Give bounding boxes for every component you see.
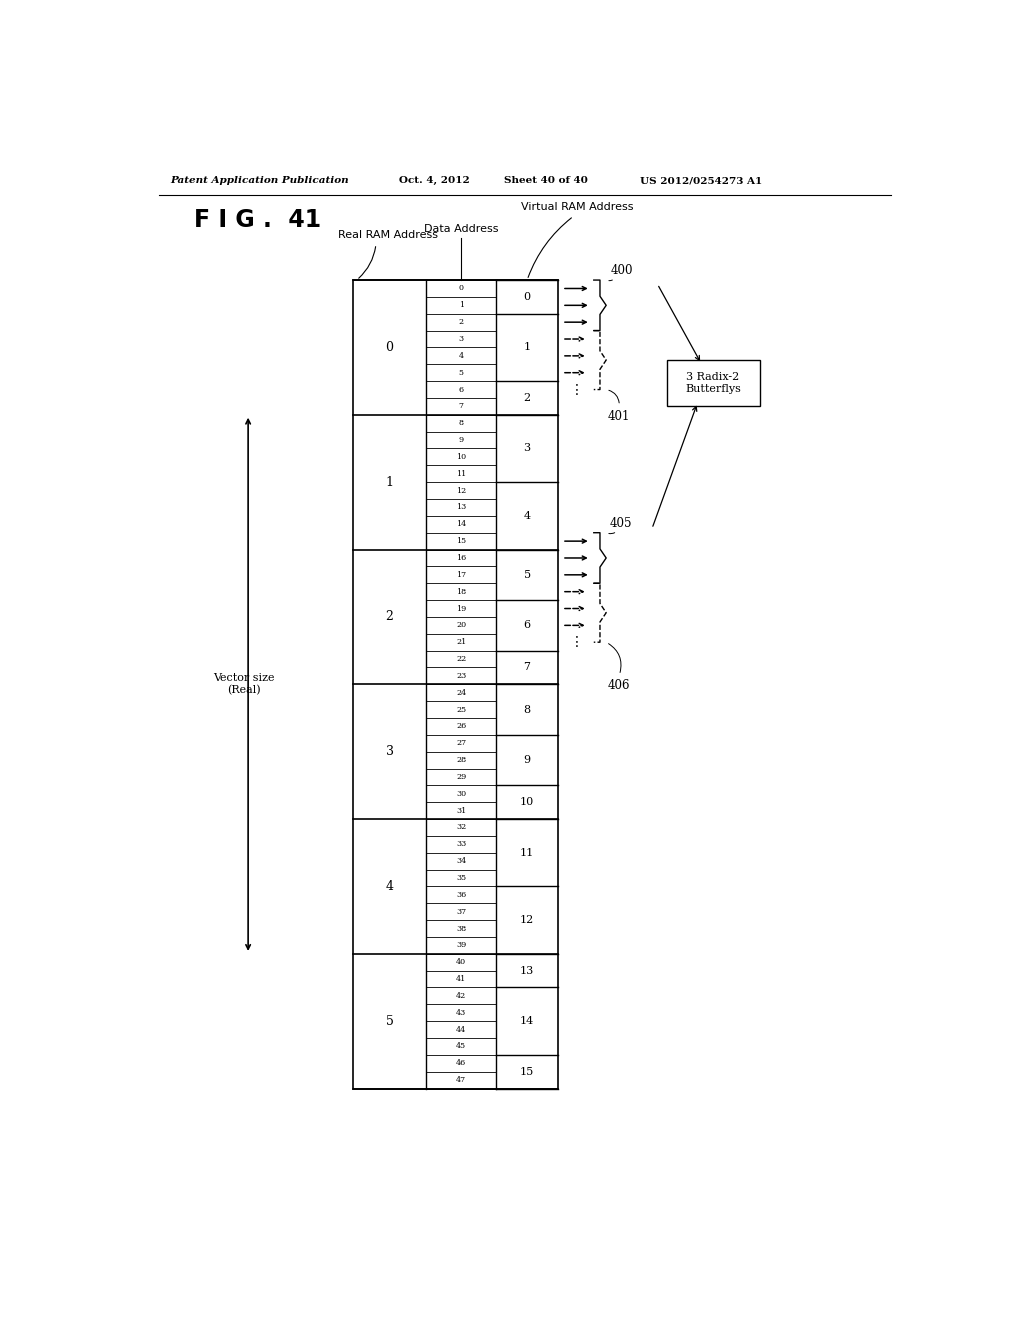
Text: 15: 15 [456, 537, 466, 545]
Text: 39: 39 [456, 941, 466, 949]
Text: Patent Application Publication: Patent Application Publication [171, 176, 349, 185]
Text: 23: 23 [456, 672, 466, 680]
Text: ⋮: ⋮ [569, 383, 584, 396]
Text: 31: 31 [456, 807, 466, 814]
Text: 4: 4 [459, 352, 464, 360]
Text: 10: 10 [456, 453, 466, 461]
Text: 8: 8 [523, 705, 530, 714]
Text: 4: 4 [523, 511, 530, 521]
Text: 47: 47 [456, 1076, 466, 1084]
Text: 5: 5 [459, 368, 464, 376]
Text: 7: 7 [459, 403, 464, 411]
Text: 28: 28 [456, 756, 466, 764]
FancyBboxPatch shape [667, 360, 760, 407]
Text: 12: 12 [520, 915, 535, 925]
Text: 5: 5 [523, 570, 530, 579]
Text: 3 Radix-2
Butterflys: 3 Radix-2 Butterflys [685, 372, 741, 395]
Text: Virtual RAM Address: Virtual RAM Address [521, 202, 634, 213]
Text: 20: 20 [456, 622, 466, 630]
Text: 1: 1 [523, 342, 530, 352]
Text: 0: 0 [459, 285, 464, 293]
Text: 2: 2 [459, 318, 464, 326]
Text: 0: 0 [523, 292, 530, 302]
Text: 3: 3 [523, 444, 530, 454]
Text: 2: 2 [523, 393, 530, 403]
Text: 5: 5 [386, 1015, 393, 1028]
Text: 33: 33 [456, 841, 466, 849]
Text: 42: 42 [456, 991, 466, 1001]
Text: Oct. 4, 2012: Oct. 4, 2012 [399, 176, 470, 185]
Text: 14: 14 [520, 1016, 535, 1026]
Text: 26: 26 [456, 722, 466, 730]
Text: 12: 12 [456, 487, 466, 495]
Text: 4: 4 [386, 880, 393, 892]
Text: 40: 40 [456, 958, 466, 966]
Text: 22: 22 [456, 655, 466, 663]
Text: 400: 400 [611, 264, 633, 277]
Text: 21: 21 [456, 638, 466, 647]
Text: Data Address: Data Address [424, 224, 499, 234]
Text: 36: 36 [456, 891, 466, 899]
Text: 35: 35 [456, 874, 466, 882]
Text: 29: 29 [456, 774, 466, 781]
Text: 44: 44 [456, 1026, 466, 1034]
Text: 406: 406 [607, 678, 630, 692]
Text: 14: 14 [456, 520, 466, 528]
Text: 9: 9 [459, 436, 464, 444]
Text: 25: 25 [456, 706, 466, 714]
Text: 2: 2 [386, 610, 393, 623]
Text: Sheet 40 of 40: Sheet 40 of 40 [504, 176, 588, 185]
Text: 37: 37 [456, 908, 466, 916]
Bar [352, 280, 558, 1089]
Text: Vector size
(Real): Vector size (Real) [213, 673, 275, 696]
Text: 46: 46 [456, 1059, 466, 1068]
Text: 7: 7 [523, 663, 530, 672]
Text: 43: 43 [456, 1008, 466, 1016]
Text: 3: 3 [459, 335, 464, 343]
Text: 38: 38 [456, 924, 466, 932]
Text: 24: 24 [456, 689, 466, 697]
Text: 1: 1 [459, 301, 464, 309]
Text: 11: 11 [520, 847, 535, 858]
Text: 0: 0 [386, 341, 393, 354]
Text: 11: 11 [456, 470, 466, 478]
Text: 27: 27 [456, 739, 466, 747]
Text: F I G .  41: F I G . 41 [194, 209, 321, 232]
Text: 15: 15 [520, 1067, 535, 1077]
Text: 3: 3 [386, 746, 393, 758]
Text: 10: 10 [520, 797, 535, 808]
Text: ⋮: ⋮ [569, 635, 584, 649]
Text: 9: 9 [523, 755, 530, 766]
Text: 1: 1 [386, 475, 393, 488]
Text: 401: 401 [607, 409, 630, 422]
Text: 8: 8 [459, 420, 464, 428]
Text: US 2012/0254273 A1: US 2012/0254273 A1 [640, 176, 762, 185]
Text: Real RAM Address: Real RAM Address [338, 230, 437, 240]
Text: 13: 13 [456, 503, 466, 511]
Text: 6: 6 [523, 620, 530, 631]
Text: 6: 6 [459, 385, 464, 393]
Text: 19: 19 [456, 605, 466, 612]
Text: 18: 18 [456, 587, 466, 595]
Text: 17: 17 [456, 570, 466, 579]
Text: 16: 16 [456, 554, 466, 562]
Text: 30: 30 [456, 789, 466, 797]
Text: 45: 45 [456, 1043, 466, 1051]
Text: 13: 13 [520, 966, 535, 975]
Text: 32: 32 [456, 824, 466, 832]
Text: 405: 405 [609, 516, 632, 529]
Text: 41: 41 [456, 975, 466, 983]
Text: 34: 34 [456, 857, 466, 865]
